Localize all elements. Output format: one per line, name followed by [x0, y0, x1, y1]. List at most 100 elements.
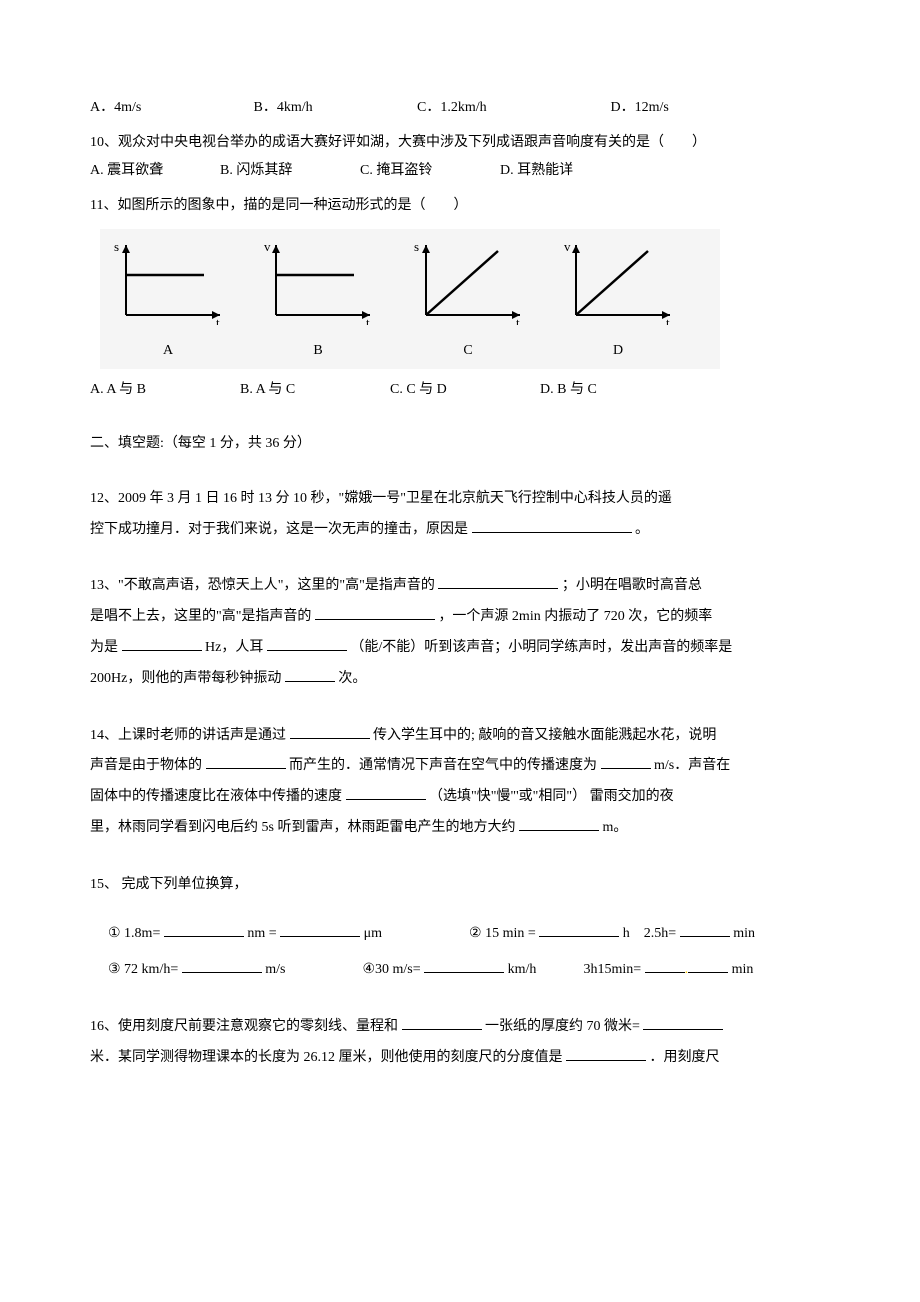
q14-l3b: （选填"快"慢"'或"相同"） 雷雨交加的夜 — [429, 789, 674, 804]
q15-r2b: m/s — [265, 962, 285, 977]
q15-row1: ① 1.8m= nm = μm ② 15 min = h 2.5h= min — [108, 919, 830, 950]
q15-r2c: ④30 m/s= — [362, 962, 420, 977]
q15-blank1 — [164, 936, 244, 937]
q15-blank7a — [645, 972, 685, 973]
q15-row2: ③ 72 km/h= m/s ④30 m/s= km/h 3h15min= . … — [108, 955, 830, 986]
q13-l2b: ，一个声源 2min 内振动了 720 次，它的频率 — [438, 609, 712, 624]
q15-r2f: min — [732, 962, 754, 977]
svg-text:t: t — [366, 315, 370, 325]
q13-l4b: 次。 — [338, 671, 366, 686]
svg-text:s: s — [114, 239, 119, 254]
q13-blank5 — [285, 681, 335, 682]
q13-l2a: 是唱不上去，这里的"高"是指声音的 — [90, 609, 311, 624]
q14-blank3 — [601, 768, 651, 769]
q15-blank2 — [280, 936, 360, 937]
q15-r2d: km/h — [508, 962, 537, 977]
q13-l3c: （能/不能）听到该声音；小明同学练声时，发出声音的频率是 — [350, 640, 732, 655]
q13-blank1 — [438, 588, 558, 589]
q11: 11、如图所示的图象中，描的是同一种运动形式的是（ ） s t A v t — [90, 193, 830, 403]
q16-blank2 — [643, 1029, 723, 1030]
q13-l4a: 200Hz，则他的声带每秒钟振动 — [90, 671, 281, 686]
q12-blank — [472, 532, 632, 533]
q14-l2a: 声音是由于物体的 — [90, 758, 202, 773]
q14-l1b: 传入学生耳中的; 敲响的音又接触水面能溅起水花，说明 — [373, 728, 716, 743]
q11-opt-a: A. A 与 B — [90, 377, 240, 404]
q15-r1c: μm — [364, 926, 382, 941]
q15-r1a: ① 1.8m= — [108, 926, 160, 941]
q14-blank5 — [519, 830, 599, 831]
q13-l3b: Hz，人耳 — [205, 640, 263, 655]
q15-r1e: h 2.5h= — [623, 926, 676, 941]
graph-d-svg: v t — [558, 237, 678, 325]
q15-blank7b — [688, 972, 728, 973]
svg-text:t: t — [216, 315, 220, 325]
q13-l3a: 为是 — [90, 640, 118, 655]
q15-r1d: ② 15 min = — [469, 926, 536, 941]
q15-r2a: ③ 72 km/h= — [108, 962, 178, 977]
q15-blank5 — [182, 972, 262, 973]
q15-blank6 — [424, 972, 504, 973]
graph-b-svg: v t — [258, 237, 378, 325]
q10: 10、观众对中央电视台举办的成语大赛好评如湖，大赛中涉及下列成语跟声音响度有关的… — [90, 130, 830, 185]
yellow-dot: . — [685, 962, 689, 977]
q10-opt-b: B. 闪烁其辞 — [220, 158, 360, 185]
graph-b: v t B — [258, 237, 378, 364]
q15-r1b: nm = — [247, 926, 276, 941]
graph-d: v t D — [558, 237, 678, 364]
q11-options: A. A 与 B B. A 与 C C. C 与 D D. B 与 C — [90, 377, 830, 404]
q11-text: 11、如图所示的图象中，描的是同一种运动形式的是（ ） — [90, 193, 830, 220]
q16: 16、使用刻度尺前要注意观察它的零刻线、量程和 一张纸的厚度约 70 微米= 米… — [90, 1012, 830, 1074]
q11-graphs: s t A v t B s — [100, 229, 720, 368]
q14-l2b: 而产生的．通常情况下声音在空气中的传播速度为 — [289, 758, 597, 773]
q-prev-options: A．4m/s B．4km/h C．1.2km/h D．12m/s — [90, 95, 830, 122]
opt-c: C．1.2km/h — [417, 95, 607, 122]
q16-l2a: 米．某同学测得物理课本的长度为 26.12 厘米，则他使用的刻度尺的分度值是 — [90, 1050, 563, 1065]
q12-l2b: 。 — [635, 522, 649, 537]
q14-blank2 — [206, 768, 286, 769]
q13-blank4 — [267, 650, 347, 651]
q13-l1b: ；小明在唱歌时高音总 — [562, 578, 702, 593]
q13-blank3 — [122, 650, 202, 651]
graph-a: s t A — [108, 237, 228, 364]
opt-d: D．12m/s — [611, 95, 669, 122]
q14-l1a: 14、上课时老师的讲话声是通过 — [90, 728, 286, 743]
q13-l1a: 13、"不敢高声语，恐惊天上人"，这里的"高"是指声音的 — [90, 578, 435, 593]
q16-l2b: ．用刻度尺 — [650, 1050, 720, 1065]
q15-r1f: min — [733, 926, 755, 941]
graph-a-svg: s t — [108, 237, 228, 325]
q11-opt-c: C. C 与 D — [390, 377, 540, 404]
q14: 14、上课时老师的讲话声是通过 传入学生耳中的; 敲响的音又接触水面能溅起水花，… — [90, 721, 830, 844]
q10-opt-c: C. 掩耳盗铃 — [360, 158, 500, 185]
q11-opt-b: B. A 与 C — [240, 377, 390, 404]
q16-blank3 — [566, 1060, 646, 1061]
graph-b-label: B — [258, 338, 378, 365]
svg-text:s: s — [414, 239, 419, 254]
q14-blank4 — [346, 799, 426, 800]
graph-c-svg: s t — [408, 237, 528, 325]
q15-blank3 — [539, 936, 619, 937]
section2-title: 二、填空题:（每空 1 分，共 36 分） — [90, 431, 830, 458]
q15-title: 15、 完成下列单位换算， — [90, 870, 830, 901]
svg-text:v: v — [264, 239, 271, 254]
q14-l2c: m/s．声音在 — [654, 758, 730, 773]
graph-a-label: A — [108, 338, 228, 365]
q13: 13、"不敢高声语，恐惊天上人"，这里的"高"是指声音的 ；小明在唱歌时高音总 … — [90, 571, 830, 694]
graph-d-label: D — [558, 338, 678, 365]
q15: 15、 完成下列单位换算， ① 1.8m= nm = μm ② 15 min =… — [90, 870, 830, 986]
q10-opt-d: D. 耳熟能详 — [500, 158, 573, 185]
q16-l1b: 一张纸的厚度约 70 微米= — [485, 1019, 640, 1034]
q15-r2e: 3h15min= — [583, 962, 641, 977]
svg-text:t: t — [516, 315, 520, 325]
q16-blank1 — [402, 1029, 482, 1030]
opt-b: B．4km/h — [254, 95, 414, 122]
q11-opt-d: D. B 与 C — [540, 377, 597, 404]
svg-text:t: t — [666, 315, 670, 325]
q15-blank4 — [680, 936, 730, 937]
q12-l1: 12、2009 年 3 月 1 日 16 时 13 分 10 秒，"嫦娥一号"卫… — [90, 491, 672, 506]
svg-text:v: v — [564, 239, 571, 254]
q14-l4a: 里，林雨同学看到闪电后约 5s 听到雷声，林雨距雷电产生的地方大约 — [90, 820, 515, 835]
q10-options: A. 震耳欲聋 B. 闪烁其辞 C. 掩耳盗铃 D. 耳熟能详 — [90, 158, 830, 185]
q12-l2a: 控下成功撞月．对于我们来说，这是一次无声的撞击，原因是 — [90, 522, 468, 537]
q14-blank1 — [290, 738, 370, 739]
q16-l1a: 16、使用刻度尺前要注意观察它的零刻线、量程和 — [90, 1019, 398, 1034]
